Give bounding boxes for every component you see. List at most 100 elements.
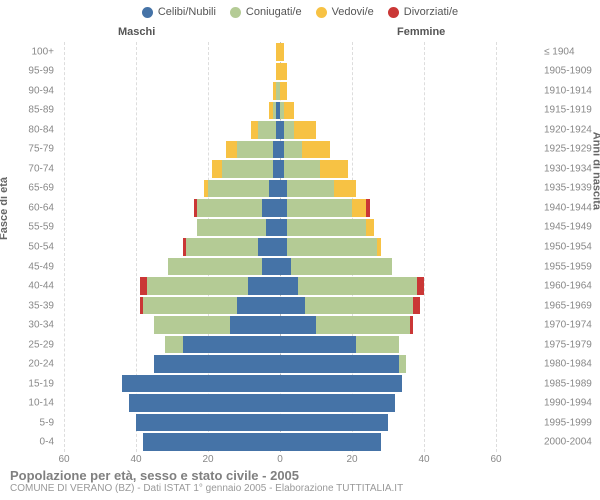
bar-segment-female [413,297,420,315]
bar-segment-female [305,297,413,315]
legend-label: Coniugati/e [246,6,302,18]
bar-segment-female [320,160,349,178]
x-tick: 60 [58,454,69,465]
birth-label: 1970-1974 [544,320,598,331]
age-label: 85-89 [0,105,54,116]
x-tick: 40 [130,454,141,465]
bar-segment-male [143,297,237,315]
age-row [64,335,496,355]
age-label: 25-29 [0,339,54,350]
x-tick: 40 [418,454,429,465]
legend-swatch [230,7,241,18]
bar-segment-female [366,199,370,217]
birth-label: 1935-1939 [544,183,598,194]
bar-segment-male [251,121,258,139]
bar-segment-female [280,336,356,354]
bar-segment-female [280,375,402,393]
legend-label: Vedovi/e [332,6,374,18]
bar-segment-male [226,141,237,159]
bar-segment-male [273,102,277,120]
bar-segment-male [269,180,280,198]
age-row [64,159,496,179]
bar-segment-female [287,199,352,217]
age-label: 80-84 [0,124,54,135]
legend-swatch [388,7,399,18]
age-row [64,120,496,140]
birth-label: 1980-1984 [544,359,598,370]
header-female: Femmine [397,26,445,38]
bar-segment-female [352,199,366,217]
footer-subtitle: COMUNE DI VERANO (BZ) - Dati ISTAT 1° ge… [10,483,403,494]
bar-segment-female [280,219,287,237]
bar-segment-female [410,316,414,334]
bar-segment-female [284,102,295,120]
bar-segment-female [302,141,331,159]
bar-segment-male [140,297,144,315]
bar-segment-female [287,219,366,237]
bar-segment-male [262,199,280,217]
legend-label: Divorziati/e [404,6,458,18]
bar-segment-male [147,277,248,295]
bar-segment-female [334,180,356,198]
bar-segment-male [197,219,265,237]
birth-label: 1995-1999 [544,417,598,428]
bar-segment-male [197,199,262,217]
x-tick: 20 [202,454,213,465]
birth-label: 1945-1949 [544,222,598,233]
bar-segment-male [122,375,280,393]
age-label: 90-94 [0,85,54,96]
bar-segment-male [230,316,280,334]
bar-segment-female [280,414,388,432]
bar-segment-male [129,394,280,412]
header-male: Maschi [118,26,155,38]
age-row [64,81,496,101]
age-label: 45-49 [0,261,54,272]
bar-segment-female [284,141,302,159]
bar-segment-male [248,277,280,295]
age-label: 0-4 [0,437,54,448]
age-row [64,257,496,277]
age-label: 55-59 [0,222,54,233]
bar-segment-male [258,238,280,256]
birth-label: 1920-1924 [544,124,598,135]
age-row [64,179,496,199]
birth-label: 1975-1979 [544,339,598,350]
bar-segment-male [222,160,272,178]
bar-segment-male [258,121,276,139]
bar-segment-male [204,180,208,198]
bar-segment-male [168,258,262,276]
birth-label: 1960-1964 [544,281,598,292]
age-row [64,315,496,335]
bar-segment-male [143,433,280,451]
bar-segment-male [183,238,187,256]
birth-label: 1950-1954 [544,242,598,253]
bar-segment-female [287,238,377,256]
bar-segment-male [273,160,280,178]
bar-segment-male [273,141,280,159]
birth-label: 1985-1989 [544,378,598,389]
age-label: 5-9 [0,417,54,428]
age-label: 100+ [0,46,54,57]
birth-label: 1940-1944 [544,202,598,213]
age-row [64,393,496,413]
bar-segment-male [273,82,277,100]
age-row [64,432,496,452]
bar-segment-female [280,43,284,61]
birth-label: 1930-1934 [544,163,598,174]
bar-segment-male [208,180,269,198]
birth-label: 1905-1909 [544,66,598,77]
bar-segment-female [316,316,410,334]
bar-segment-female [280,355,399,373]
x-tick: 0 [277,454,283,465]
birth-label: ≤ 1904 [544,46,598,57]
bar-segment-male [262,258,280,276]
bar-segment-male [269,102,273,120]
bar-segment-female [280,63,287,81]
birth-label: 1915-1919 [544,105,598,116]
age-label: 75-79 [0,144,54,155]
age-label: 65-69 [0,183,54,194]
bar-segment-female [280,316,316,334]
age-row [64,276,496,296]
legend-swatch [142,7,153,18]
birth-label: 1955-1959 [544,261,598,272]
